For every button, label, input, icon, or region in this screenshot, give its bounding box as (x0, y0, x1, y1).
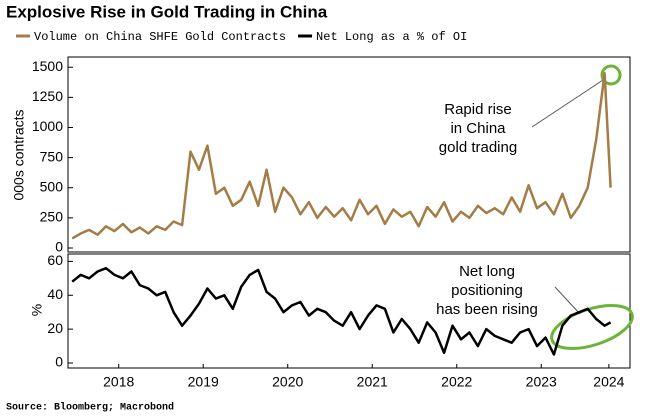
legend-label: Volume on China SHFE Gold Contracts (34, 30, 286, 44)
y-axis-label: 000s contracts (11, 109, 27, 200)
y-tick-label: 1000 (32, 118, 63, 134)
annotation: Net long (459, 263, 515, 280)
x-tick-label: 2020 (272, 374, 303, 390)
x-tick-label: 2018 (103, 374, 134, 390)
series-line (71, 72, 612, 240)
y-tick-label: 0 (55, 239, 63, 255)
legend-label: Net Long as a % of OI (316, 30, 467, 44)
series-line (71, 266, 612, 356)
y-tick-label: 20 (47, 320, 63, 336)
annotation-pointer (554, 286, 581, 315)
bottom-frame (67, 253, 631, 369)
y-axis-label: % (29, 304, 45, 316)
x-tick-label: 2024 (593, 374, 624, 390)
y-tick-label: 1250 (32, 88, 63, 104)
x-tick-label: 2019 (188, 374, 219, 390)
x-tick-label: 2022 (441, 374, 472, 390)
top-frame (67, 56, 631, 253)
y-tick-label: 60 (47, 252, 63, 268)
annotation-pointer (531, 79, 604, 128)
highlight-circle (600, 64, 622, 86)
x-tick-label: 2023 (526, 374, 557, 390)
chart-title: Explosive Rise in Gold Trading in China (6, 2, 328, 21)
y-tick-label: 0 (55, 354, 63, 370)
x-tick-label: 2021 (357, 374, 388, 390)
y-tick-label: 1500 (32, 58, 63, 74)
annotation: gold trading (439, 139, 517, 156)
annotation: in China (450, 120, 506, 137)
y-tick-label: 250 (40, 209, 64, 225)
annotation: Rapid rise (444, 101, 512, 118)
y-tick-label: 40 (47, 286, 63, 302)
annotation: positioning (451, 282, 523, 299)
y-tick-label: 750 (40, 148, 64, 164)
y-tick-label: 500 (40, 178, 64, 194)
highlight-ellipse (550, 304, 634, 350)
source: Source: Bloomberg; Macrobond (6, 402, 174, 414)
annotation: has been rising (436, 301, 538, 318)
